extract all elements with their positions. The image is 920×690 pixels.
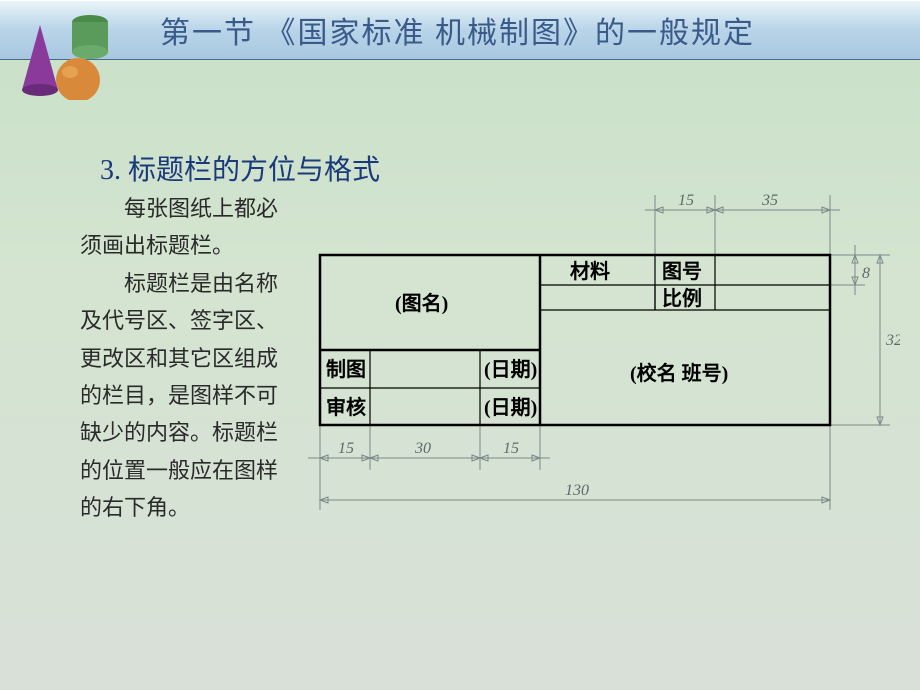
- cell-school: (校名 班号): [630, 361, 728, 385]
- cell-material: 材料: [570, 260, 610, 283]
- cell-name: (图名): [395, 291, 448, 315]
- cell-scale: 比例: [662, 286, 702, 310]
- title-block-diagram: 15 35 8 32 15 30 15 130 (图名) 材料 图号 比: [300, 180, 900, 540]
- cell-date1: (日期): [484, 358, 537, 381]
- cell-drawno: 图号: [662, 260, 702, 283]
- body-text-block: 每张图纸上都必须画出标题栏。 标题栏是由名称及代号区、签字区、更改区和其它区组成…: [80, 190, 290, 527]
- dim-total: 130: [565, 482, 589, 499]
- dim-bot-1: 15: [338, 440, 354, 457]
- dim-right-2: 32: [885, 332, 900, 349]
- cell-checked: 审核: [326, 395, 366, 419]
- dim-top-2: 35: [761, 192, 778, 209]
- cell-drawn: 制图: [326, 358, 366, 381]
- paragraph-2: 标题栏是由名称及代号区、签字区、更改区和其它区组成的栏目，是图样不可缺少的内容。…: [80, 265, 290, 527]
- cell-date2: (日期): [484, 396, 537, 419]
- header-title: 第一节 《国家标准 机械制图》的一般规定: [160, 8, 755, 52]
- decorative-shapes-icon: [10, 10, 140, 100]
- dim-top-1: 15: [678, 192, 694, 209]
- dim-bot-3: 15: [503, 440, 519, 457]
- paragraph-1: 每张图纸上都必须画出标题栏。: [80, 190, 290, 265]
- dim-bot-2: 30: [414, 440, 431, 457]
- dim-right-1: 8: [862, 265, 870, 282]
